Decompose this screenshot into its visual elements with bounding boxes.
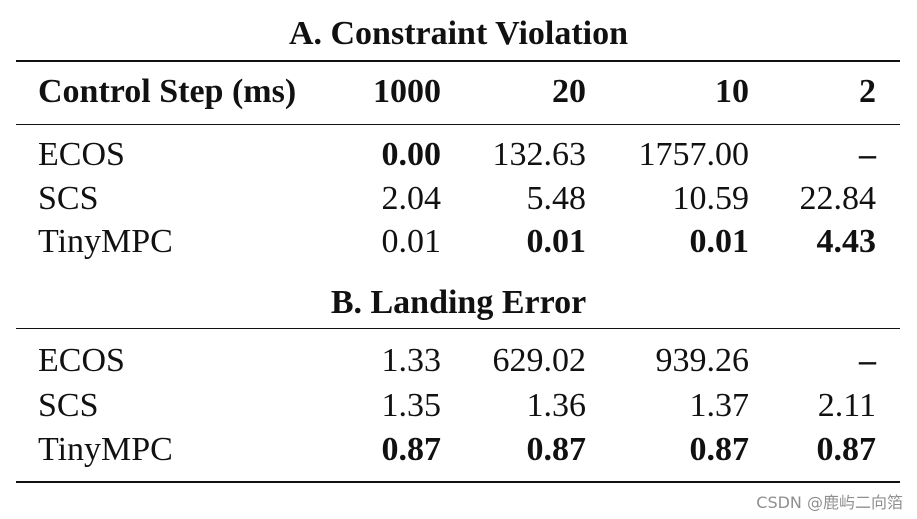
table-cell: 0.87 — [381, 431, 442, 468]
row-label: TinyMPC — [38, 223, 173, 260]
table-cell: 4.43 — [816, 223, 877, 260]
table-cell: 0.87 — [689, 431, 750, 468]
row-label: ECOS — [38, 342, 125, 379]
section-a-title: A. Constraint Violation — [288, 15, 629, 52]
table-row: TinyMPC 0.01 0.01 0.01 4.43 — [0, 222, 917, 262]
table-cell: 1.35 — [381, 387, 442, 424]
table-row: SCS 2.04 5.48 10.59 22.84 — [0, 179, 917, 219]
table-row: TinyMPC 0.87 0.87 0.87 0.87 — [0, 430, 917, 470]
row-label: TinyMPC — [38, 431, 173, 468]
table-cell: 1.37 — [689, 387, 750, 424]
top-rule — [16, 60, 900, 62]
table-cell: 0.01 — [689, 223, 750, 260]
bottom-rule — [16, 481, 900, 483]
table-cell: 0.87 — [816, 431, 877, 468]
table-cell: 0.01 — [526, 223, 587, 260]
row-label: SCS — [38, 387, 99, 424]
table-cell: 0.00 — [381, 136, 442, 173]
header-row: Control Step (ms) 1000 20 10 2 — [0, 72, 917, 112]
section-b-title: B. Landing Error — [330, 284, 587, 321]
table-cell: 5.48 — [526, 180, 587, 217]
header-col-20: 20 — [552, 73, 586, 110]
watermark: CSDN @鹿屿二向箔 — [756, 493, 903, 512]
row-label: ECOS — [38, 136, 125, 173]
header-label: Control Step (ms) — [38, 73, 297, 110]
table-cell: 132.63 — [492, 136, 587, 173]
table-cell: 939.26 — [655, 342, 750, 379]
row-label: SCS — [38, 180, 99, 217]
table-cell: 1.36 — [526, 387, 587, 424]
table-row: SCS 1.35 1.36 1.37 2.11 — [0, 386, 917, 426]
header-col-2: 2 — [859, 73, 876, 110]
table-cell: 0.01 — [381, 223, 442, 260]
table-cell: 2.11 — [817, 387, 876, 424]
section-b-rule — [16, 328, 900, 329]
table-row: ECOS 0.00 132.63 1757.00 – — [0, 135, 917, 175]
table-cell: 10.59 — [672, 180, 750, 217]
table-row: ECOS 1.33 629.02 939.26 – — [0, 341, 917, 381]
header-rule — [16, 124, 900, 125]
header-col-10: 10 — [715, 73, 749, 110]
table-cell: – — [859, 136, 876, 173]
table-cell: 2.04 — [381, 180, 442, 217]
table-cell: 1757.00 — [638, 136, 750, 173]
header-col-1000: 1000 — [373, 73, 441, 110]
table-cell: 629.02 — [492, 342, 587, 379]
table-cell: 22.84 — [799, 180, 877, 217]
table-cell: 0.87 — [526, 431, 587, 468]
table-cell: – — [859, 342, 876, 379]
table-cell: 1.33 — [381, 342, 442, 379]
